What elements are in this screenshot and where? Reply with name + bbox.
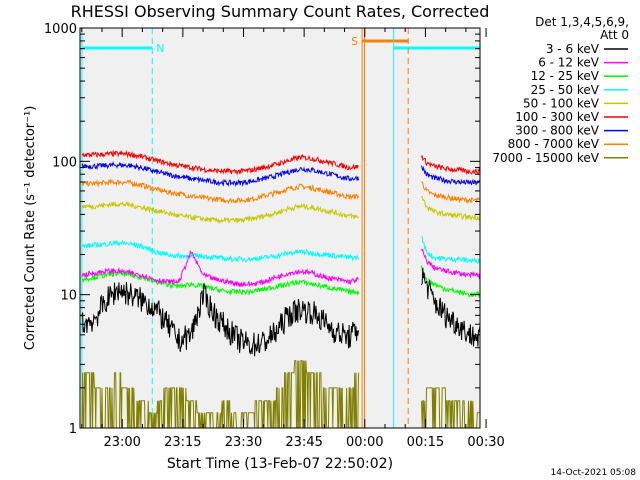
x-tick-label-0: 23:00 (103, 435, 140, 450)
x-tick-label-6: 00:30 (467, 435, 504, 450)
series-6 (81, 160, 480, 188)
series-line-1-0 (81, 249, 359, 287)
legend-label-4: 50 - 100 keV (523, 96, 600, 110)
legend-label-6: 300 - 800 keV (515, 124, 599, 138)
ticks-layer: 1 10 100 1000 23:00 23:15 23:30 23:45 00:00 00:15… (44, 22, 505, 450)
y-tick-label-0: 1 (69, 422, 77, 437)
series-line-7-0 (81, 178, 359, 205)
series-line-8-0 (81, 360, 359, 428)
y-tick-label-3: 1000 (44, 22, 77, 37)
series-7 (81, 178, 480, 205)
series-line-5-0 (81, 149, 359, 176)
x-axis-label: Start Time (13-Feb-07 22:50:02) (167, 456, 393, 472)
legend-header-line-2: Att 0 (600, 28, 629, 42)
series-1 (81, 248, 480, 287)
legend-label-0: 3 - 6 keV (546, 42, 600, 56)
series-3 (81, 235, 480, 264)
series-line-6-0 (81, 160, 359, 188)
legend-header-line-1: Det 1,3,4,5,6,9, (535, 15, 629, 29)
series-line-2-0 (81, 269, 359, 297)
series-line-8-1 (421, 387, 480, 428)
annotation-label-2: S (351, 35, 358, 48)
series-line-2-1 (421, 265, 480, 299)
series-line-4-1 (421, 195, 480, 221)
series-line-3-0 (81, 239, 359, 263)
x-tick-label-2: 23:30 (225, 435, 262, 450)
plot-frame (79, 27, 481, 429)
series-line-5-1 (421, 155, 480, 176)
series-8 (81, 360, 480, 428)
series-5 (81, 149, 480, 176)
y-tick-label-2: 100 (52, 155, 77, 170)
legend-label-5: 100 - 300 keV (515, 110, 599, 124)
footer-date: 14-Oct-2021 05:08 (551, 468, 637, 478)
annotation-label-0: N (156, 42, 164, 55)
series-0 (81, 267, 480, 357)
series-4 (81, 195, 480, 225)
legend-label-3: 25 - 50 keV (531, 83, 600, 97)
chart-title: RHESSI Observing Summary Count Rates, Co… (71, 2, 490, 21)
series-line-3-1 (421, 235, 480, 264)
x-tick-label-4: 00:00 (346, 435, 383, 450)
y-tick-label-1: 10 (60, 289, 77, 304)
series-layer (81, 149, 480, 428)
plot-background (80, 28, 480, 428)
legend-label-7: 800 - 7000 keV (508, 137, 600, 151)
series-line-0-0 (81, 282, 359, 357)
series-line-0-1 (421, 267, 480, 347)
annotation-layer: NS (81, 28, 480, 428)
series-line-6-1 (421, 165, 480, 186)
series-2 (81, 265, 480, 299)
series-line-1-1 (421, 248, 480, 280)
y-axis-label: Corrected Count Rate (s⁻¹ detector⁻¹) (23, 106, 38, 351)
legend-label-2: 12 - 25 keV (531, 69, 600, 83)
x-tick-label-3: 23:45 (285, 435, 322, 450)
series-line-4-0 (81, 201, 359, 225)
legend-label-1: 6 - 12 keV (538, 56, 600, 70)
legend-label-8: 7000 - 15000 keV (492, 151, 599, 165)
x-tick-label-5: 00:15 (407, 435, 444, 450)
series-line-7-1 (421, 181, 480, 205)
x-tick-label-1: 23:15 (164, 435, 201, 450)
